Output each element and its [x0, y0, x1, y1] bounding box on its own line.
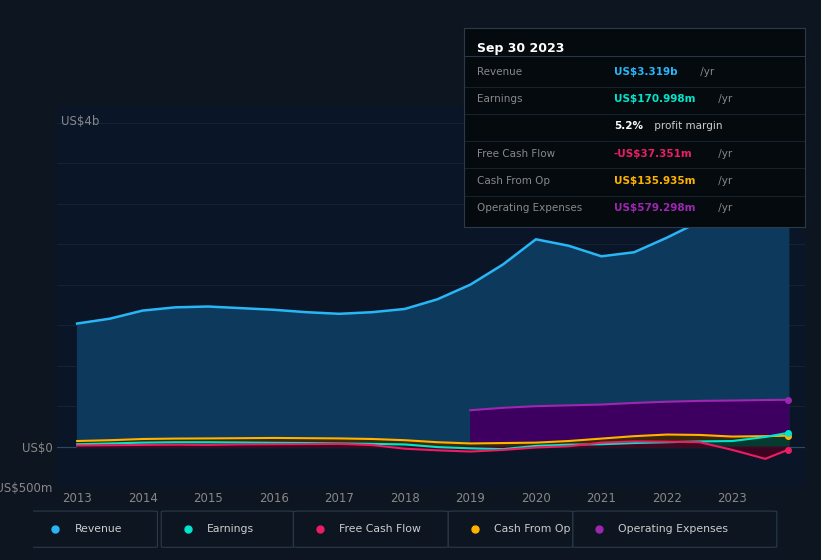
Text: Earnings: Earnings [207, 524, 254, 534]
FancyBboxPatch shape [573, 511, 777, 547]
Text: US$4b: US$4b [62, 115, 99, 128]
Text: Cash From Op: Cash From Op [493, 524, 570, 534]
Text: /yr: /yr [715, 94, 732, 104]
FancyBboxPatch shape [448, 511, 573, 547]
Text: Free Cash Flow: Free Cash Flow [478, 148, 556, 158]
Text: profit margin: profit margin [650, 122, 722, 132]
Text: US$135.935m: US$135.935m [614, 176, 695, 186]
Text: /yr: /yr [715, 176, 732, 186]
Text: US$3.319b: US$3.319b [614, 67, 677, 77]
Text: Revenue: Revenue [75, 524, 122, 534]
Text: Sep 30 2023: Sep 30 2023 [478, 42, 565, 55]
Text: Operating Expenses: Operating Expenses [618, 524, 728, 534]
Text: US$170.998m: US$170.998m [614, 94, 695, 104]
Text: Free Cash Flow: Free Cash Flow [339, 524, 420, 534]
Text: Earnings: Earnings [478, 94, 523, 104]
Text: /yr: /yr [715, 148, 732, 158]
FancyBboxPatch shape [29, 511, 158, 547]
Text: US$579.298m: US$579.298m [614, 203, 695, 213]
Text: -US$37.351m: -US$37.351m [614, 148, 693, 158]
FancyBboxPatch shape [161, 511, 293, 547]
Text: Operating Expenses: Operating Expenses [478, 203, 583, 213]
Text: /yr: /yr [696, 67, 713, 77]
Text: 5.2%: 5.2% [614, 122, 643, 132]
Text: Cash From Op: Cash From Op [478, 176, 551, 186]
FancyBboxPatch shape [293, 511, 448, 547]
Text: Revenue: Revenue [478, 67, 523, 77]
Text: /yr: /yr [715, 203, 732, 213]
